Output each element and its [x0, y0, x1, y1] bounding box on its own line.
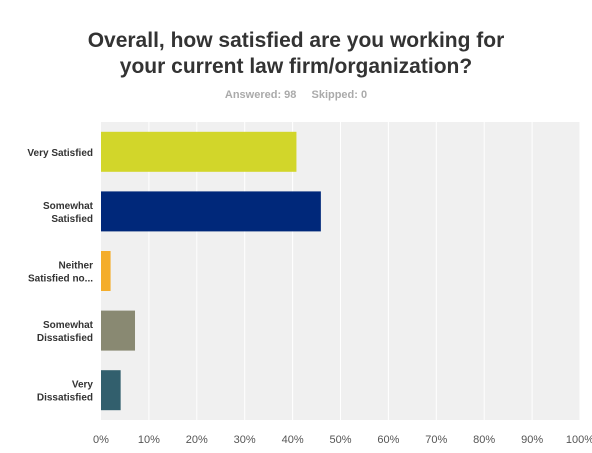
skipped-count: Skipped: 0 [311, 89, 368, 101]
category-label-line: Satisfied no... [28, 274, 93, 285]
x-tick-label: 80% [473, 434, 495, 446]
category-label-line: Somewhat [43, 201, 94, 212]
x-tick-label: 100% [566, 434, 592, 446]
category-label-line: Very [72, 380, 94, 391]
category-label: Somewhat Satisfied [43, 201, 94, 225]
category-label-line: Satisfied [51, 214, 93, 225]
category-label: Neither Satisfied no... [28, 261, 93, 285]
bar [101, 191, 321, 232]
category-label: Very Satisfied [27, 148, 93, 159]
chart-title-line-1: Overall, how satisfied are you working f… [87, 29, 505, 52]
x-tick-label: 0% [93, 434, 109, 446]
chart-title: Overall, how satisfied are you working f… [0, 28, 592, 80]
category-label-line: Somewhat [43, 320, 94, 331]
category-label: Very Dissatisfied [37, 380, 94, 404]
bar [101, 251, 111, 291]
x-tick-label: 90% [521, 434, 543, 446]
category-label-line: Very Satisfied [27, 148, 93, 159]
x-tick-label: 20% [186, 434, 208, 446]
category-label-line: Neither [59, 261, 94, 272]
x-tick-label: 60% [377, 434, 399, 446]
x-tick-label: 30% [234, 434, 256, 446]
response-stats: Answered: 98 Skipped: 0 [0, 89, 592, 101]
bar [101, 310, 136, 351]
x-tick-label: 50% [329, 434, 351, 446]
x-tick-label: 10% [138, 434, 160, 446]
bar [101, 370, 121, 411]
category-label-line: Dissatisfied [37, 393, 93, 404]
bar [101, 131, 297, 172]
answered-count: Answered: 98 [224, 89, 297, 101]
category-label-line: Dissatisfied [37, 333, 93, 344]
category-label: Somewhat Dissatisfied [37, 320, 94, 344]
x-tick-label: 70% [425, 434, 447, 446]
x-tick-label: 40% [282, 434, 304, 446]
chart-title-line-2: your current law firm/organization? [119, 55, 473, 78]
